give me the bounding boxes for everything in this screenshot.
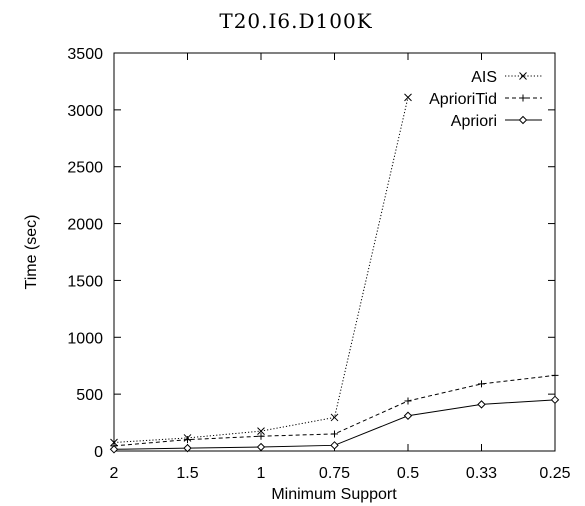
y-tick-label: 2500	[67, 160, 103, 177]
y-axis: 0 500 1000 1500 2000 2500 3000 3500	[67, 46, 555, 461]
y-tick-label: 0	[94, 444, 103, 461]
data-point-aprioritid	[331, 430, 338, 438]
legend-label-aprioritid: AprioriTid	[429, 91, 497, 108]
legend-marker-ais	[519, 72, 527, 80]
y-tick-label: 1500	[67, 273, 103, 290]
y-axis-label: Time (sec)	[23, 215, 40, 290]
series-apriori	[109, 395, 560, 454]
data-point-apriori	[330, 441, 339, 450]
chart-title: T20.I6.D100K	[219, 9, 372, 33]
legend-marker-apriori	[518, 115, 528, 125]
data-point-aprioritid	[184, 436, 191, 444]
y-tick-label: 2000	[67, 217, 103, 234]
x-tick-label: 0.25	[539, 465, 570, 482]
x-axis: 2 1.5 1 0.75 0.5 0.33 0.25	[110, 53, 571, 482]
x-tick-label: 1	[257, 465, 266, 482]
data-point-apriori	[256, 442, 266, 452]
y-tick-label: 3000	[67, 103, 103, 120]
x-tick-label: 0.75	[319, 465, 350, 482]
data-point-apriori	[183, 443, 192, 453]
x-axis-label: Minimum Support	[271, 486, 397, 503]
legend-marker-aprioritid	[519, 94, 527, 102]
data-point-apriori	[403, 411, 413, 420]
data-point-ais	[257, 427, 265, 435]
legend-label-ais: AIS	[471, 69, 497, 86]
data-point-ais	[404, 93, 412, 102]
legend: AIS AprioriTid Apriori	[429, 69, 542, 130]
y-tick-label: 500	[76, 387, 103, 404]
x-tick-label: 0.33	[466, 465, 497, 482]
series-line-ais	[113, 97, 409, 443]
x-tick-label: 1.5	[176, 465, 198, 482]
legend-label-apriori: Apriori	[451, 113, 497, 130]
series-aprioritid	[110, 371, 559, 450]
data-point-aprioritid	[404, 397, 412, 405]
data-point-aprioritid	[257, 432, 265, 440]
x-tick-label: 2	[110, 465, 119, 482]
data-point-aprioritid	[478, 380, 485, 388]
data-point-apriori	[477, 400, 486, 409]
y-tick-label: 3500	[67, 46, 103, 63]
data-point-aprioritid	[551, 371, 559, 379]
y-tick-label: 1000	[67, 330, 103, 347]
data-point-apriori	[109, 445, 119, 454]
series-ais	[110, 93, 412, 447]
data-point-apriori	[550, 395, 560, 405]
data-point-ais	[330, 413, 339, 422]
x-tick-label: 0.5	[397, 465, 419, 482]
series-layer	[109, 93, 560, 454]
